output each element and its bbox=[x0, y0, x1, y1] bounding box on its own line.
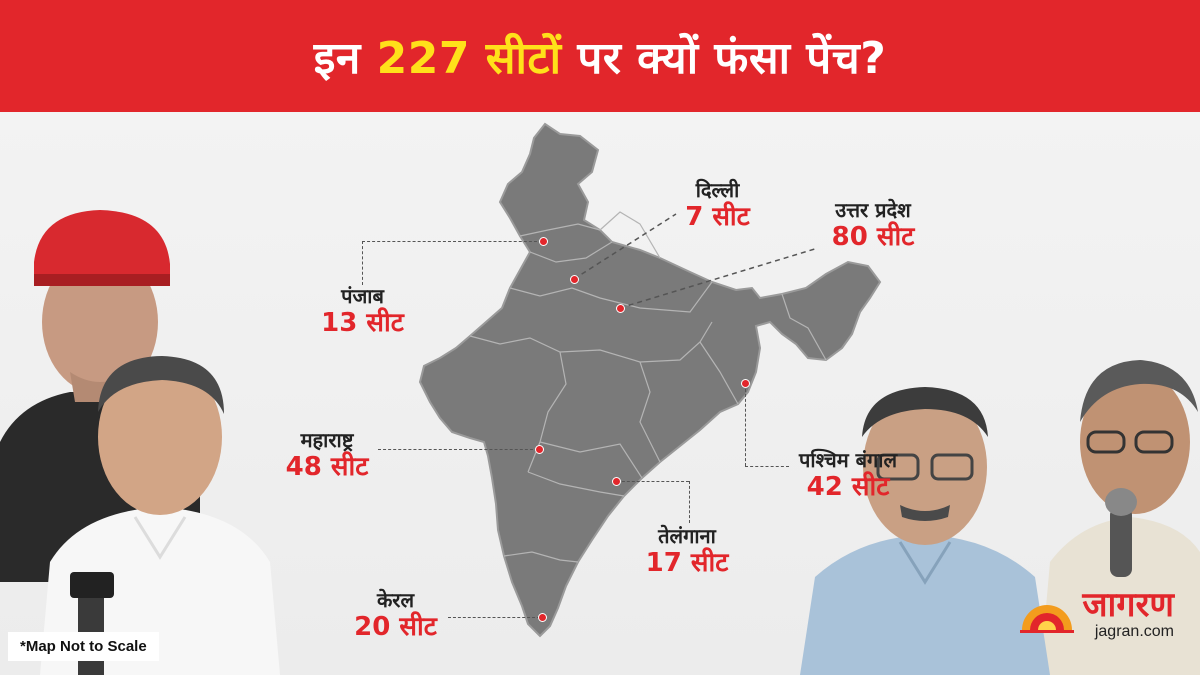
header-banner: इन 227 सीटों पर क्यों फंसा पेंच? bbox=[0, 0, 1200, 112]
politician-photo-right-back bbox=[1040, 360, 1200, 675]
telangana-marker bbox=[612, 477, 621, 486]
seat-count: 42 सीट bbox=[806, 472, 890, 502]
uttar-pradesh-marker bbox=[616, 304, 625, 313]
west-bengal-marker bbox=[741, 379, 750, 388]
west-bengal-leader-drop bbox=[745, 384, 746, 466]
state-name: केरल bbox=[376, 588, 415, 612]
label-west-bengal: पश्चिम बंगाल 42 सीट bbox=[778, 448, 918, 502]
label-uttar-pradesh: उत्तर प्रदेश 80 सीट bbox=[808, 198, 938, 252]
label-maharashtra: महाराष्ट्र 48 सीट bbox=[262, 428, 392, 482]
west-bengal-leader-line bbox=[745, 466, 789, 467]
india-map bbox=[418, 122, 882, 638]
punjab-leader-line bbox=[362, 241, 542, 242]
kerala-marker bbox=[538, 613, 547, 622]
page-title: इन 227 सीटों पर क्यों फंसा पेंच? bbox=[314, 26, 887, 86]
seat-count: 48 सीट bbox=[285, 452, 369, 482]
telangana-leader-line bbox=[617, 481, 689, 482]
maharashtra-leader-line bbox=[378, 449, 538, 450]
map-stage: पंजाब 13 सीट दिल्ली 7 सीट उत्तर प्रदेश 8… bbox=[0, 112, 1200, 675]
brand-name: जागरण bbox=[1082, 585, 1174, 625]
label-delhi: दिल्ली 7 सीट bbox=[660, 178, 775, 232]
state-name: तेलंगाना bbox=[658, 524, 716, 548]
state-name: दिल्ली bbox=[695, 178, 740, 202]
map-scale-note: *Map Not to Scale bbox=[8, 632, 159, 661]
state-name: महाराष्ट्र bbox=[300, 428, 354, 452]
delhi-marker bbox=[570, 275, 579, 284]
title-prefix: इन bbox=[313, 33, 361, 84]
seat-count: 17 सीट bbox=[645, 548, 729, 578]
state-name: पश्चिम बंगाल bbox=[798, 448, 898, 472]
state-name: पंजाब bbox=[341, 284, 384, 308]
label-kerala: केरल 20 सीट bbox=[338, 588, 453, 642]
seat-count: 20 सीट bbox=[354, 612, 437, 642]
telangana-leader-drop bbox=[689, 481, 690, 523]
brand-logo[interactable]: जागरण jagran.com bbox=[1018, 587, 1174, 641]
delhi-leader-line bbox=[573, 213, 819, 309]
punjab-marker bbox=[539, 237, 548, 246]
seat-count: 7 सीट bbox=[685, 202, 750, 232]
kerala-leader-line bbox=[448, 617, 540, 618]
state-name: उत्तर प्रदेश bbox=[835, 198, 911, 222]
seat-count: 80 सीट bbox=[831, 222, 915, 252]
label-punjab: पंजाब 13 सीट bbox=[300, 284, 425, 338]
seat-count: 13 सीट bbox=[321, 308, 404, 338]
title-suffix: पर क्यों फंसा पेंच? bbox=[577, 33, 887, 84]
punjab-leader-drop bbox=[362, 241, 363, 285]
label-telangana: तेलंगाना 17 सीट bbox=[622, 524, 752, 578]
title-highlight: 227 सीटों bbox=[376, 33, 562, 84]
politician-photo-right-front bbox=[800, 387, 1050, 675]
brand-url: jagran.com bbox=[1094, 623, 1174, 640]
sunrise-logo-icon bbox=[1020, 605, 1075, 633]
maharashtra-marker bbox=[535, 445, 544, 454]
